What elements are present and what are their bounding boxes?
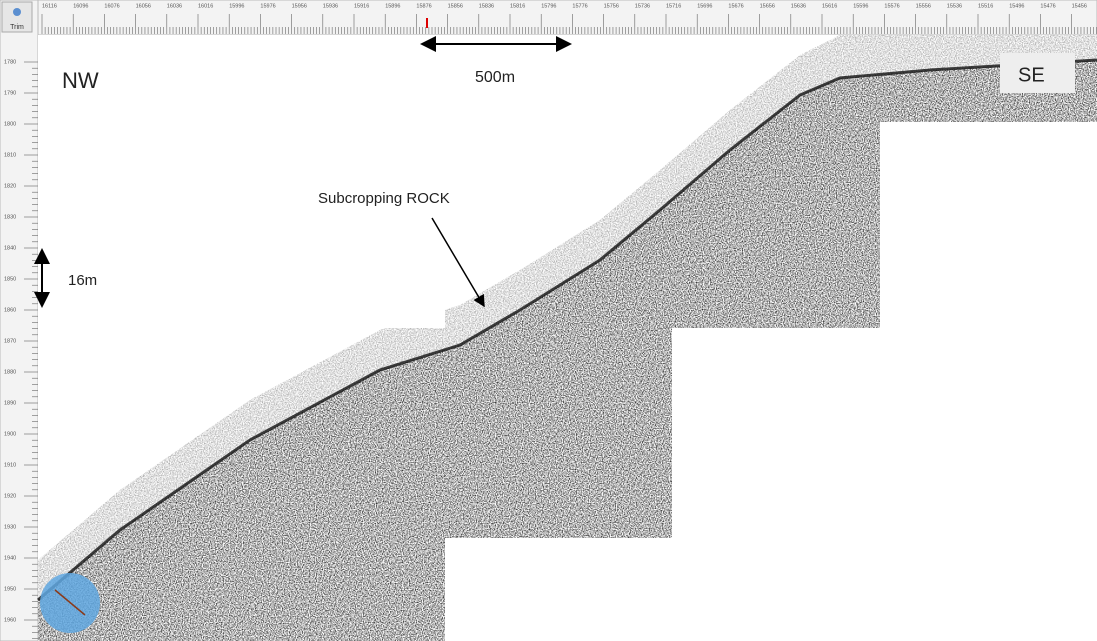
top-ruler-label: 15576 — [884, 3, 899, 9]
trimmed-area — [880, 122, 1097, 641]
seismic-viewer: Trim 16116 16096 16076 16056 16036 16016 15996… — [0, 0, 1097, 641]
direction-label: NW — [62, 68, 99, 93]
top-ruler-label: 15876 — [416, 3, 431, 9]
top-ruler-label: 15856 — [448, 3, 463, 9]
left-ruler-label: 1910 — [4, 462, 16, 468]
left-ruler-label: 1800 — [4, 121, 16, 127]
left-ruler-label: 1820 — [4, 183, 16, 189]
top-ruler-label: 15736 — [635, 3, 650, 9]
top-ruler-label: 15896 — [385, 3, 400, 9]
trimmed-area — [445, 538, 672, 641]
top-ruler-label: 15936 — [323, 3, 338, 9]
vertical-scale-label: 16m — [68, 272, 97, 289]
left-ruler-label: 1810 — [4, 152, 16, 158]
top-ruler-label: 15596 — [853, 3, 868, 9]
top-ruler-label: 15476 — [1040, 3, 1055, 9]
top-ruler-label: 15956 — [292, 3, 307, 9]
trimmed-area — [672, 328, 880, 641]
left-ruler-label: 1930 — [4, 524, 16, 530]
left-ruler-label: 1960 — [4, 617, 16, 623]
trim-label: Trim — [10, 24, 24, 31]
top-ruler-label: 15516 — [978, 3, 993, 9]
top-ruler-label: 15756 — [604, 3, 619, 9]
left-ruler-label: 1920 — [4, 493, 16, 499]
top-ruler-label: 16036 — [167, 3, 182, 9]
top-ruler-label: 15716 — [666, 3, 681, 9]
top-ruler-label: 15836 — [479, 3, 494, 9]
left-ruler-label: 1870 — [4, 338, 16, 344]
top-ruler-label: 16076 — [104, 3, 119, 9]
left-ruler-label: 1890 — [4, 400, 16, 406]
left-ruler-label: 1950 — [4, 586, 16, 592]
trim-icon — [13, 8, 21, 16]
top-ruler-label: 16116 — [42, 3, 57, 9]
top-ruler-label: 15796 — [541, 3, 556, 9]
top-ruler-label: 15916 — [354, 3, 369, 9]
top-ruler-label: 15456 — [1072, 3, 1087, 9]
feature-label: Subcropping ROCK — [318, 190, 450, 207]
top-ruler-label: 16056 — [136, 3, 151, 9]
top-ruler-label: 15696 — [697, 3, 712, 9]
top-ruler-label: 15556 — [916, 3, 931, 9]
top-ruler-label: 15496 — [1009, 3, 1024, 9]
seismic-profile: Trim 16116 16096 16076 16056 16036 16016 15996… — [0, 0, 1097, 641]
top-ruler-label: 15656 — [760, 3, 775, 9]
horizontal-scale-label: 500m — [475, 69, 515, 86]
top-ruler-label: 15636 — [791, 3, 806, 9]
top-ruler-label: 15776 — [572, 3, 587, 9]
trimmed-area — [38, 35, 445, 328]
left-ruler-label: 1940 — [4, 555, 16, 561]
top-ruler-label: 15676 — [728, 3, 743, 9]
top-ruler-label: 16096 — [73, 3, 88, 9]
left-ruler-label: 1850 — [4, 276, 16, 282]
top-ruler-label: 15976 — [260, 3, 275, 9]
left-ruler-label: 1880 — [4, 369, 16, 375]
left-ruler-label: 1790 — [4, 90, 16, 96]
top-ruler-label: 15816 — [510, 3, 525, 9]
left-ruler-label: 1780 — [4, 59, 16, 65]
top-ruler-label: 15536 — [947, 3, 962, 9]
direction-label: SE — [1018, 64, 1045, 86]
top-ruler-label: 15616 — [822, 3, 837, 9]
left-ruler-label: 1830 — [4, 214, 16, 220]
left-ruler-label: 1900 — [4, 431, 16, 437]
left-ruler-label: 1840 — [4, 245, 16, 251]
top-ruler-label: 16016 — [198, 3, 213, 9]
top-ruler-label: 15996 — [229, 3, 244, 9]
left-ruler-label: 1860 — [4, 307, 16, 313]
